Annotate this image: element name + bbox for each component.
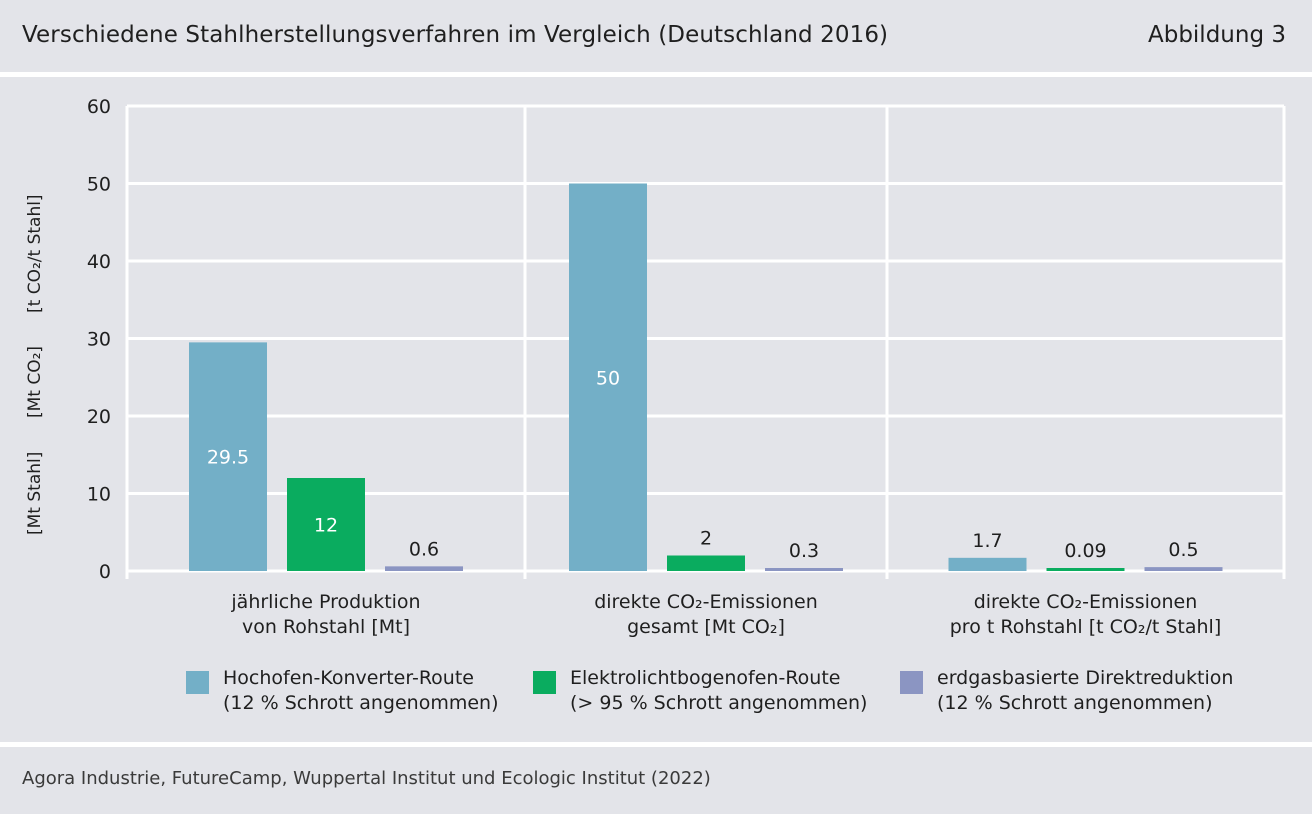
legend-item-direktreduktion: erdgasbasierte Direktreduktion (12 % Sch… [900,666,1233,716]
data-label-g2-s2: 2 [700,528,712,550]
data-label-g3-s3: 0.5 [1168,539,1198,561]
legend-item-elektrolichtbogen: Elektrolichtbogenofen-Route (> 95 % Schr… [533,666,867,716]
y-tick-label-50: 50 [87,174,111,196]
category-label-3-line-2: pro t Rohstahl [t CO₂/t Stahl] [950,616,1222,638]
category-label-1-line-1: jährliche Produktion [230,591,420,613]
legend-label-direktreduktion: erdgasbasierte Direktreduktion [937,667,1234,689]
legend-note-direktreduktion: (12 % Schrott angenommen) [937,692,1213,714]
footer-divider [0,742,1312,747]
data-label-g3-s1: 1.7 [972,530,1002,552]
legend-label-elektrolichtbogen: Elektrolichtbogenofen-Route [570,667,841,689]
y-tick-label-60: 60 [87,96,111,118]
figure-label: Abbildung 3 [1147,22,1286,48]
y-tick-label-10: 10 [87,484,111,506]
y-tick-label-20: 20 [87,406,111,428]
bar-g1-s2 [287,478,365,571]
data-label-g1-s1: 29.5 [207,447,249,469]
legend-label-hochofen: Hochofen-Konverter-Route [223,667,474,689]
y-tick-label-40: 40 [87,251,111,273]
category-label-1-line-2: von Rohstahl [Mt] [242,616,410,638]
legend-swatch-elektrolichtbogen [533,671,556,694]
category-label-2-line-1: direkte CO₂-Emissionen [594,591,818,613]
y-axis-label-mt-co2: [Mt CO₂] [25,345,45,418]
bar-g1-s1 [189,342,267,571]
category-label-2-line-2: gesamt [Mt CO₂] [627,616,785,638]
bar-g1-s3 [385,566,463,571]
data-label-g1-s2: 12 [314,515,338,537]
legend-note-elektrolichtbogen: (> 95 % Schrott angenommen) [570,692,868,714]
y-axis-label-t-co2-per-t-stahl: [t CO₂/t Stahl] [25,194,45,313]
bar-g2-s1 [569,183,647,571]
bar-g3-s3 [1144,567,1223,571]
chart-header: Verschiedene Stahlherstellungsverfahren … [0,0,1312,72]
bar-g3-s2 [1046,568,1125,571]
y-tick-label-30: 30 [87,329,111,351]
y-tick-label-0: 0 [99,561,111,583]
source-note: Agora Industrie, FutureCamp, Wuppertal I… [22,768,711,789]
bar-g2-s3 [765,568,843,571]
category-label-3-line-1: direkte CO₂-Emissionen [974,591,1198,613]
bar-chart: 0 10 20 30 40 50 60 29.5 12 0.6 jährliche Produkti… [87,96,1286,638]
data-label-g2-s3: 0.3 [789,540,819,562]
data-label-g2-s1: 50 [596,367,620,389]
bar-g3-s1 [948,557,1027,571]
y-axis-label-mt-stahl: [Mt Stahl] [25,451,45,535]
data-label-g3-s2: 0.09 [1064,540,1106,562]
legend-note-hochofen: (12 % Schrott angenommen) [223,692,499,714]
legend-item-hochofen: Hochofen-Konverter-Route (12 % Schrott a… [186,666,499,716]
header-divider [0,72,1312,77]
data-label-g1-s3: 0.6 [409,538,439,560]
chart-title: Verschiedene Stahlherstellungsverfahren … [22,22,889,48]
legend-swatch-direktreduktion [900,671,923,694]
legend-swatch-hochofen [186,671,209,694]
bar-g2-s2 [667,555,745,571]
